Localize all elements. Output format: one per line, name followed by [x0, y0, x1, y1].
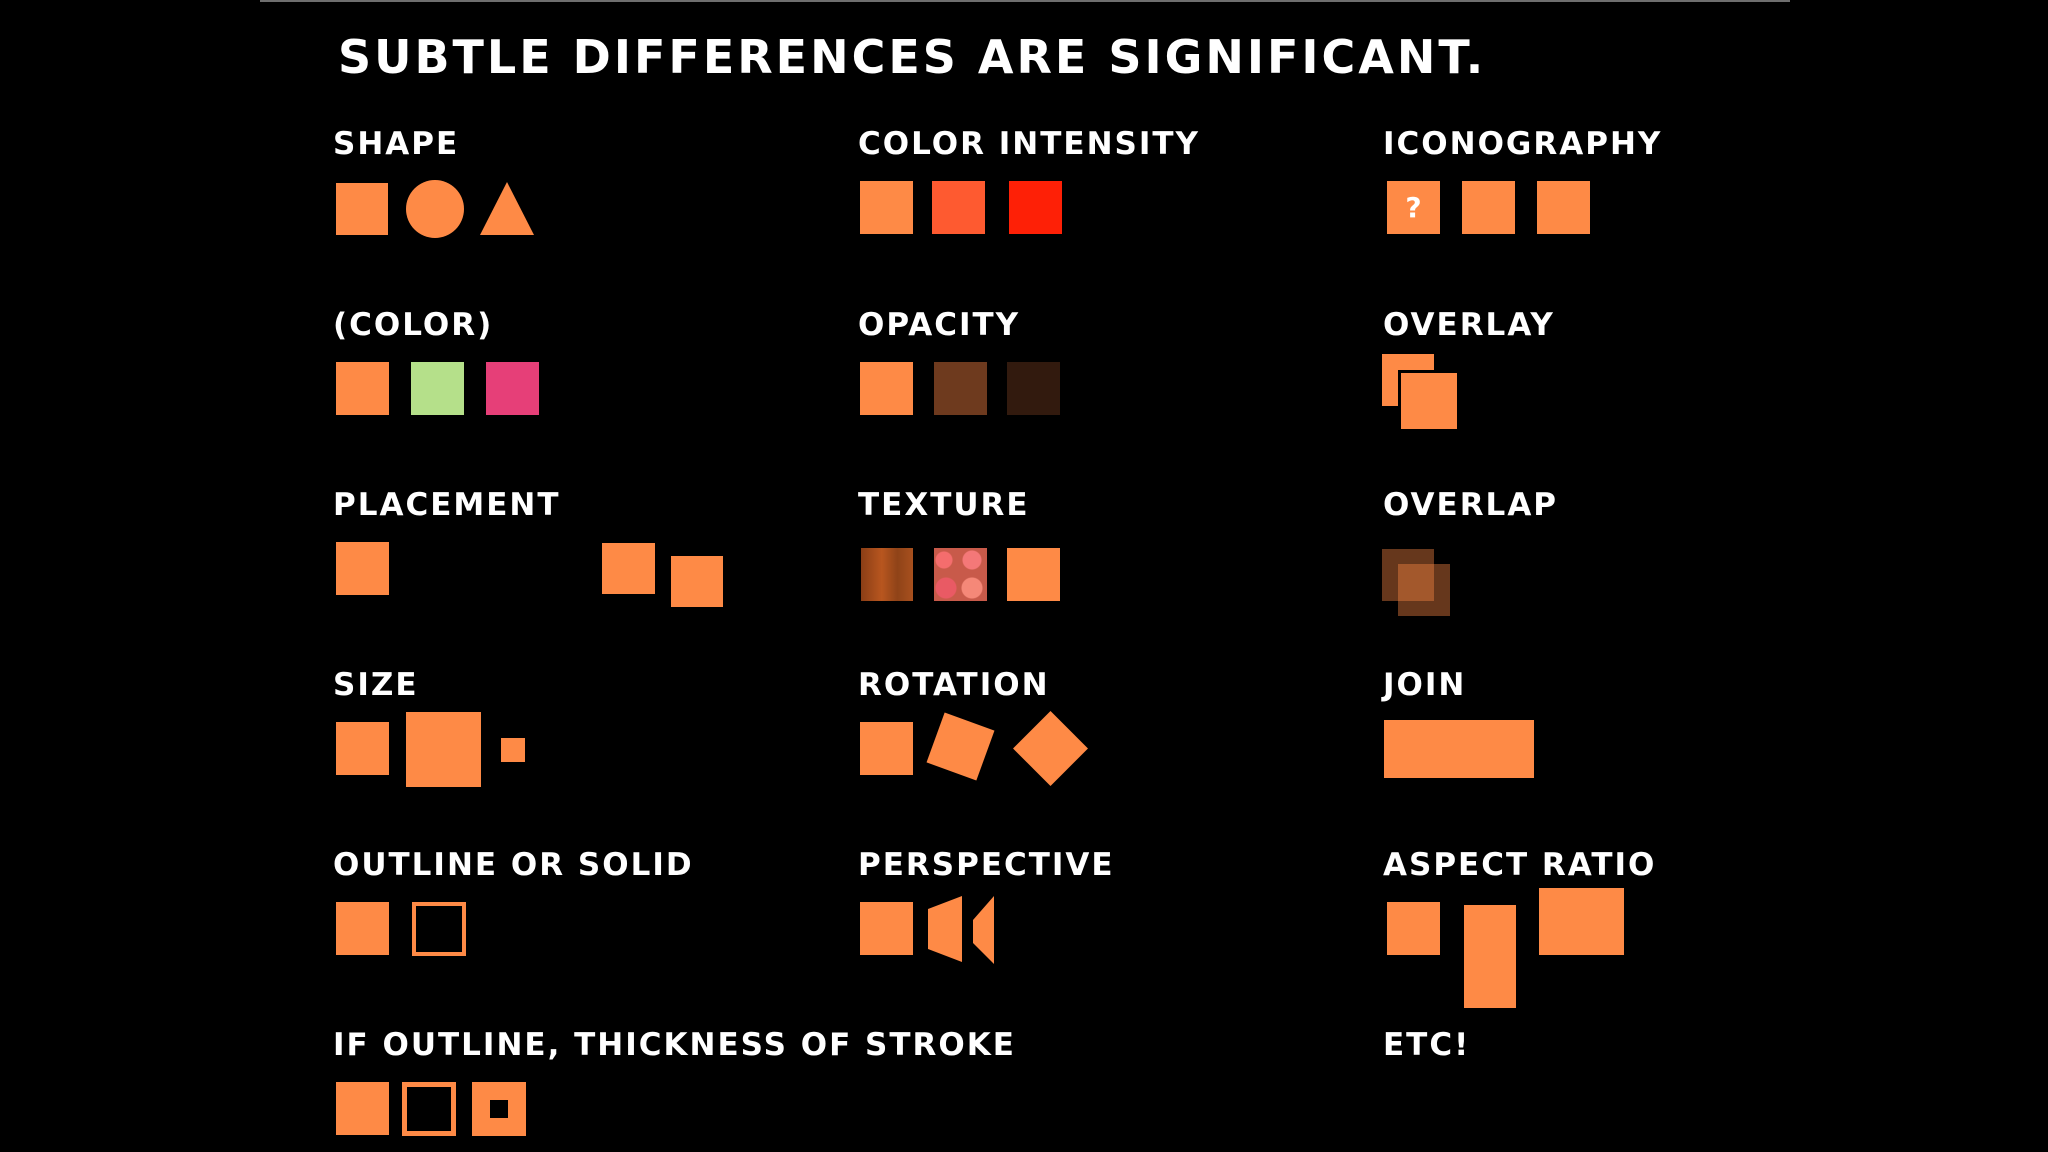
label-iconography: ICONOGRAPHY: [1383, 126, 1663, 162]
size-square-small: [501, 738, 525, 762]
rotation-square-20: [926, 712, 995, 781]
placement-square-right-low: [671, 556, 723, 607]
label-aspect-ratio: ASPECT RATIO: [1383, 847, 1657, 883]
stroke-thin-outline-square: [402, 1082, 456, 1136]
label-overlap: OVERLAP: [1383, 487, 1559, 523]
stroke-thick-outline-square: [472, 1082, 526, 1136]
stroke-solid-square: [336, 1082, 389, 1135]
label-stroke-thickness: IF OUTLINE, THICKNESS OF STROKE: [333, 1027, 1016, 1063]
size-square-large: [406, 712, 481, 787]
label-size: SIZE: [333, 667, 419, 703]
iconography-question-icon: ?: [1387, 181, 1440, 234]
opacity-swatch-low: [1007, 362, 1060, 415]
aspect-wide-rectangle: [1539, 888, 1624, 955]
overlap-square-front: [1398, 564, 1450, 616]
shape-square: [336, 183, 388, 235]
rotation-square-45: [1013, 711, 1088, 786]
perspective-shape-tilted: [928, 896, 962, 962]
shape-circle: [406, 180, 464, 238]
label-outline-or-solid: OUTLINE OR SOLID: [333, 847, 694, 883]
top-divider: [260, 0, 1790, 2]
opacity-swatch-full: [860, 362, 913, 415]
label-overlay: OVERLAY: [1383, 307, 1555, 343]
solid-square: [336, 902, 389, 955]
aspect-tall-rectangle: [1464, 905, 1516, 1008]
label-placement: PLACEMENT: [333, 487, 561, 523]
texture-swatch-dots: [934, 548, 987, 601]
placement-square-left: [336, 542, 389, 595]
intensity-swatch-3: [1009, 181, 1062, 234]
rotation-square-0: [860, 722, 913, 775]
opacity-swatch-medium: [934, 362, 987, 415]
size-square-medium: [336, 722, 389, 775]
label-shape: SHAPE: [333, 126, 460, 162]
overlap-square-back: [1382, 549, 1434, 601]
label-opacity: OPACITY: [858, 307, 1021, 343]
label-texture: TEXTURE: [858, 487, 1030, 523]
join-rectangle: [1384, 720, 1534, 778]
perspective-shape-steep: [973, 896, 994, 964]
perspective-square-flat: [860, 902, 913, 955]
intensity-swatch-1: [860, 181, 913, 234]
intensity-swatch-2: [932, 181, 985, 234]
iconography-square-plain-2: [1537, 181, 1590, 234]
outline-square: [412, 902, 466, 956]
color-swatch-pink: [486, 362, 539, 415]
shape-triangle: [480, 182, 534, 235]
placement-square-right-high: [602, 543, 655, 594]
label-color: (COLOR): [333, 307, 494, 343]
color-swatch-orange: [336, 362, 389, 415]
texture-swatch-plain: [1007, 548, 1060, 601]
iconography-square-plain-1: [1462, 181, 1515, 234]
label-etc: ETC!: [1383, 1027, 1471, 1063]
aspect-square: [1387, 902, 1440, 955]
page-title: SUBTLE DIFFERENCES ARE SIGNIFICANT.: [338, 30, 1487, 84]
label-join: JOIN: [1383, 667, 1467, 703]
label-perspective: PERSPECTIVE: [858, 847, 1115, 883]
texture-swatch-grain: [861, 548, 913, 601]
overlay-square-front: [1398, 370, 1460, 432]
label-rotation: ROTATION: [858, 667, 1050, 703]
question-mark-glyph: ?: [1405, 191, 1422, 224]
perspective-shapes: [928, 896, 994, 964]
label-color-intensity: COLOR INTENSITY: [858, 126, 1200, 162]
color-swatch-green: [411, 362, 464, 415]
